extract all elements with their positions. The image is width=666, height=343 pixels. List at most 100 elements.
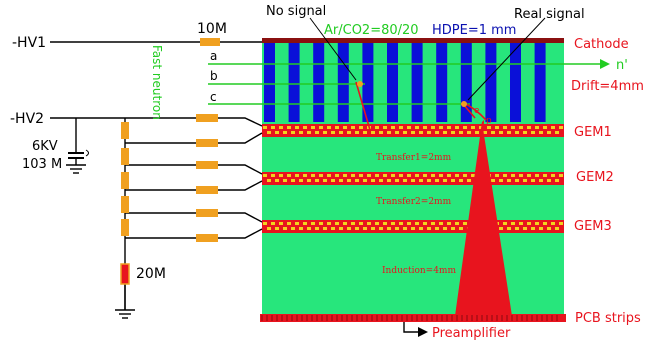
gem-hole bbox=[519, 174, 523, 177]
gem-hole bbox=[331, 227, 335, 230]
hdpe-stripe bbox=[534, 42, 546, 122]
gem-hole bbox=[451, 179, 455, 182]
gem-hole bbox=[355, 179, 359, 182]
real-signal-label: Real signal bbox=[514, 7, 585, 22]
track-c-label: c bbox=[210, 90, 217, 104]
resistor-gem-feed bbox=[196, 234, 218, 242]
interaction-point-b bbox=[357, 81, 363, 87]
gem-hole bbox=[531, 227, 535, 230]
gem-hole bbox=[275, 131, 279, 134]
gem-hole bbox=[351, 126, 355, 129]
gem-hole bbox=[311, 222, 315, 225]
hdpe-stripe bbox=[510, 42, 521, 122]
gas-label: Ar/CO2=80/20 bbox=[324, 23, 419, 38]
capacitor-symbol-icon bbox=[85, 149, 89, 157]
gem-hole bbox=[295, 174, 299, 177]
gem-hole bbox=[307, 131, 311, 134]
detector-chamber bbox=[260, 38, 566, 322]
gem-hole bbox=[327, 126, 331, 129]
gem-hole bbox=[479, 126, 483, 129]
ground-symbol-icon bbox=[66, 164, 86, 174]
gem-hole bbox=[419, 227, 423, 230]
gem-hole bbox=[423, 126, 427, 129]
gem-hole bbox=[283, 131, 287, 134]
gem-hole bbox=[379, 131, 383, 134]
gem-hole bbox=[363, 131, 367, 134]
gem-hole bbox=[559, 126, 563, 129]
gem-hole bbox=[527, 174, 531, 177]
track-b-label: b bbox=[210, 69, 218, 83]
neutron-arrowhead-icon bbox=[600, 59, 610, 69]
gem1-label: GEM1 bbox=[574, 125, 612, 140]
resistor-gem-feed bbox=[196, 139, 218, 147]
gem-hole bbox=[399, 174, 403, 177]
gem-hole bbox=[359, 222, 363, 225]
gem-hole bbox=[391, 222, 395, 225]
gem-hole bbox=[495, 126, 499, 129]
gem-hole bbox=[527, 126, 531, 129]
gem-hole bbox=[267, 227, 271, 230]
gem-hole bbox=[283, 227, 287, 230]
gem-hole bbox=[299, 179, 303, 182]
wire-gem1-bottom bbox=[218, 132, 263, 144]
gem-hole bbox=[279, 174, 283, 177]
gem-hole bbox=[303, 126, 307, 129]
gem-hole bbox=[423, 222, 427, 225]
hdpe-stripe bbox=[337, 42, 349, 122]
gem-hole bbox=[431, 174, 435, 177]
gem-hole bbox=[359, 174, 363, 177]
hv-circuit bbox=[50, 41, 420, 333]
gem-hole bbox=[395, 227, 399, 230]
real-signal-pointer bbox=[467, 17, 546, 101]
gem-hole bbox=[447, 222, 451, 225]
gem-hole bbox=[507, 179, 511, 182]
gem3-foil bbox=[262, 220, 564, 233]
gem-hole bbox=[447, 126, 451, 129]
gem-hole bbox=[443, 131, 447, 134]
hdpe-stripe bbox=[460, 42, 472, 122]
gem-hole bbox=[311, 174, 315, 177]
gem-hole bbox=[463, 222, 467, 225]
gem-hole bbox=[375, 126, 379, 129]
resistor-divider bbox=[121, 219, 129, 236]
gem-hole bbox=[507, 131, 511, 134]
gem-hole bbox=[339, 131, 343, 134]
avalanche-cone-body bbox=[455, 122, 512, 316]
gem-hole bbox=[503, 222, 507, 225]
gem-hole bbox=[343, 222, 347, 225]
gem-hole bbox=[411, 179, 415, 182]
gem3-label: GEM3 bbox=[574, 219, 612, 234]
gem-hole bbox=[491, 179, 495, 182]
gem-hole bbox=[455, 174, 459, 177]
gem-hole bbox=[407, 174, 411, 177]
gem-hole bbox=[551, 222, 555, 225]
gem-hole bbox=[339, 179, 343, 182]
mohm-label: 103 M bbox=[22, 157, 62, 172]
gem-hole bbox=[471, 126, 475, 129]
resistor-divider bbox=[121, 122, 129, 139]
gem-hole bbox=[415, 126, 419, 129]
gem-hole bbox=[503, 174, 507, 177]
drift-label: Drift=4mm bbox=[571, 79, 644, 94]
gem-hole bbox=[543, 174, 547, 177]
gem-hole bbox=[371, 179, 375, 182]
gem-hole bbox=[403, 179, 407, 182]
gem-hole bbox=[343, 174, 347, 177]
gem-hole bbox=[379, 227, 383, 230]
hdpe-stripe bbox=[362, 42, 374, 122]
cathode-plate bbox=[262, 38, 564, 43]
gem-hole bbox=[515, 131, 519, 134]
gem-hole bbox=[391, 126, 395, 129]
gem-hole bbox=[299, 131, 303, 134]
gem-hole bbox=[515, 179, 519, 182]
gem-hole bbox=[271, 222, 275, 225]
gem-hole bbox=[415, 222, 419, 225]
gem-hole bbox=[459, 227, 463, 230]
gem-hole bbox=[515, 227, 519, 230]
gem-hole bbox=[367, 174, 371, 177]
gem-hole bbox=[275, 227, 279, 230]
gem2-foil bbox=[262, 172, 564, 185]
gem-hole bbox=[499, 131, 503, 134]
gem-hole bbox=[335, 174, 339, 177]
gem-hole bbox=[347, 179, 351, 182]
